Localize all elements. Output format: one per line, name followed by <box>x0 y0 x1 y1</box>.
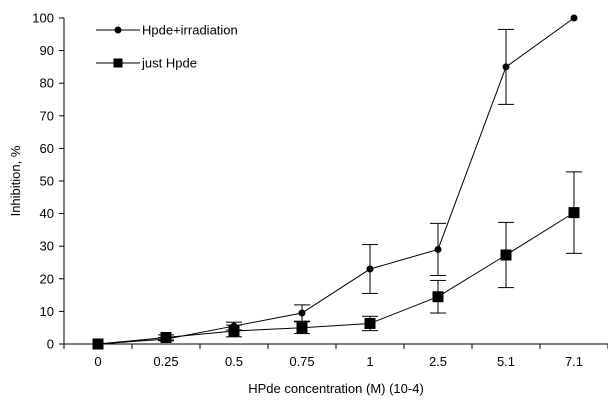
legend-label: just Hpde <box>141 56 197 71</box>
y-tick-label: 10 <box>40 304 54 319</box>
data-point <box>92 338 104 350</box>
y-tick-label: 80 <box>40 76 54 91</box>
y-tick-label: 60 <box>40 141 54 156</box>
y-tick-label: 20 <box>40 271 54 286</box>
x-tick-label: 0.75 <box>289 354 314 369</box>
y-tick-label: 90 <box>40 43 54 58</box>
y-tick-label: 50 <box>40 174 54 189</box>
legend-marker <box>113 58 123 68</box>
x-tick-label: 1 <box>366 354 373 369</box>
data-point <box>298 309 306 317</box>
data-point <box>502 63 510 71</box>
series-just-hpde <box>92 171 582 350</box>
data-point <box>364 317 376 329</box>
data-point <box>160 331 172 343</box>
y-tick-label: 30 <box>40 239 54 254</box>
data-point <box>228 325 240 337</box>
series-line <box>97 17 575 345</box>
x-tick-label: 0 <box>94 354 101 369</box>
y-tick-label: 0 <box>47 337 54 352</box>
x-axis-ticks: 0 0.25 0.5 0.75 1 2.5 5.1 7.1 <box>63 344 608 369</box>
y-tick-label: 100 <box>32 11 54 26</box>
x-tick-label: 0.25 <box>153 354 178 369</box>
legend: Hpde+irradiation just Hpde <box>96 23 238 71</box>
legend-label: Hpde+irradiation <box>142 23 238 38</box>
x-axis-title: HPde concentration (M) (10-4) <box>248 381 424 396</box>
data-point <box>366 265 374 273</box>
data-point <box>434 245 442 253</box>
data-point <box>296 322 308 334</box>
y-tick-label: 70 <box>40 108 54 123</box>
data-point <box>500 249 512 261</box>
data-point <box>432 291 444 303</box>
series-line <box>97 212 575 345</box>
x-tick-label: 0.5 <box>225 354 243 369</box>
data-point <box>568 207 580 219</box>
x-tick-label: 7.1 <box>565 354 583 369</box>
y-axis-ticks: 0 10 20 30 40 50 60 70 80 90 100 <box>32 11 64 352</box>
x-tick-label: 5.1 <box>497 354 515 369</box>
series-layer <box>92 14 582 350</box>
x-tick-label: 2.5 <box>429 354 447 369</box>
data-point <box>570 14 578 22</box>
legend-marker <box>114 26 122 34</box>
y-tick-label: 40 <box>40 206 54 221</box>
y-axis-title: Inhibition, % <box>8 145 23 216</box>
